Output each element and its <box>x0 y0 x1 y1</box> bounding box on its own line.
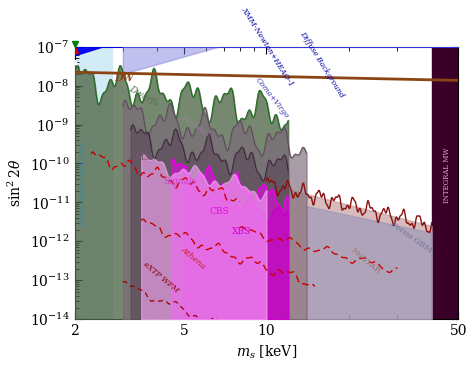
Text: Signals: Signals <box>163 177 196 186</box>
Text: NuSTAR: NuSTAR <box>349 246 382 275</box>
Bar <box>74 47 112 319</box>
Bar <box>432 47 458 319</box>
X-axis label: $m_s$ [keV]: $m_s$ [keV] <box>236 344 297 361</box>
Text: Coma+Virgo: Coma+Virgo <box>254 75 291 120</box>
Text: XMM-Newton+HEAO-1: XMM-Newton+HEAO-1 <box>240 6 295 88</box>
Text: Perseus: Perseus <box>179 113 210 138</box>
Text: XBS: XBS <box>232 227 251 237</box>
Text: CBS: CBS <box>210 207 229 216</box>
Text: Fermi GBM: Fermi GBM <box>389 220 434 255</box>
Text: Dwarfs: Dwarfs <box>127 84 160 108</box>
Text: Phase Space (only DW): Phase Space (only DW) <box>79 142 87 225</box>
Y-axis label: $\sin^2 2\theta$: $\sin^2 2\theta$ <box>7 159 24 207</box>
Text: M31: M31 <box>134 153 155 162</box>
Text: DW: DW <box>115 74 134 83</box>
Text: Diffuse Background: Diffuse Background <box>298 30 345 99</box>
Text: Athena: Athena <box>179 245 207 270</box>
Text: INTEGRAL MW: INTEGRAL MW <box>443 147 451 203</box>
Text: eXTP WFM: eXTP WFM <box>141 260 180 294</box>
